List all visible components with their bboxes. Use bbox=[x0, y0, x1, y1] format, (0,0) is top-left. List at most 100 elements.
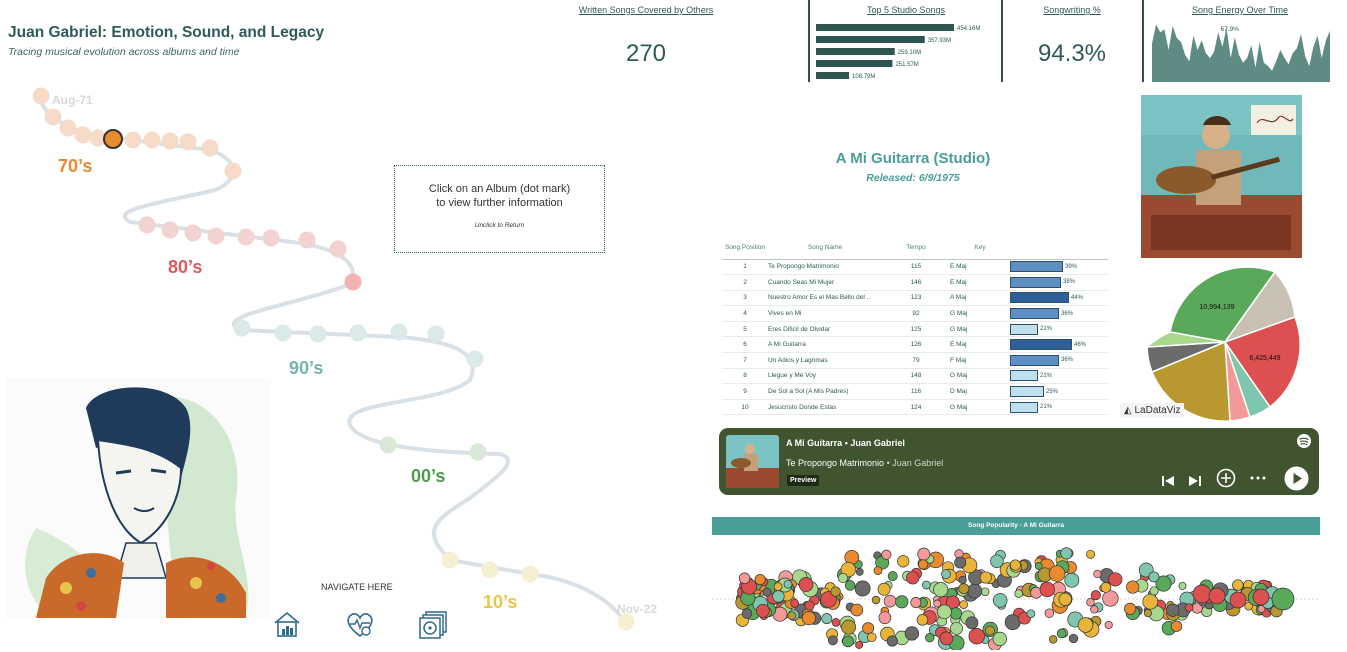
song-popularity-dot[interactable] bbox=[1166, 603, 1180, 617]
album-dot-selected[interactable] bbox=[103, 129, 123, 149]
energy-bar[interactable] bbox=[1010, 339, 1072, 351]
energy-bar[interactable] bbox=[1010, 308, 1059, 320]
song-popularity-dot[interactable] bbox=[1155, 575, 1172, 592]
song-popularity-dot[interactable] bbox=[1252, 588, 1270, 606]
previous-icon[interactable] bbox=[1161, 474, 1175, 488]
album-dot[interactable] bbox=[74, 126, 92, 144]
song-popularity-dot[interactable] bbox=[837, 572, 849, 584]
song-popularity-dot[interactable] bbox=[854, 580, 871, 597]
album-dot[interactable] bbox=[262, 229, 280, 247]
song-popularity-dot[interactable] bbox=[933, 599, 942, 608]
album-dot[interactable] bbox=[309, 325, 327, 343]
album-dot[interactable] bbox=[124, 131, 142, 149]
album-dot[interactable] bbox=[89, 129, 107, 147]
album-stack-icon[interactable] bbox=[418, 610, 448, 640]
player-track[interactable]: Te Propongo Matrimonio bbox=[786, 458, 885, 468]
song-popularity-dot[interactable] bbox=[1184, 603, 1194, 612]
energy-bar[interactable] bbox=[1010, 292, 1069, 304]
player-album-thumbnail[interactable] bbox=[726, 435, 779, 488]
song-popularity-dot[interactable] bbox=[1170, 620, 1183, 632]
song-popularity-dot[interactable] bbox=[842, 635, 854, 648]
album-dot[interactable] bbox=[521, 565, 539, 583]
song-popularity-dot[interactable] bbox=[821, 613, 833, 625]
song-popularity-dot[interactable] bbox=[1148, 571, 1160, 583]
album-dot[interactable] bbox=[469, 443, 487, 461]
song-popularity-dot[interactable] bbox=[883, 594, 897, 608]
energy-bar[interactable] bbox=[1010, 276, 1061, 288]
song-popularity-dot[interactable] bbox=[941, 569, 951, 580]
col-header-tempo[interactable]: Tempo bbox=[882, 237, 950, 260]
song-popularity-dot[interactable] bbox=[1102, 590, 1119, 607]
pie-slice[interactable] bbox=[1223, 316, 1301, 409]
song-popularity-dot[interactable] bbox=[918, 559, 929, 570]
song-popularity-dot[interactable] bbox=[855, 640, 864, 649]
song-popularity-dot[interactable] bbox=[967, 583, 983, 599]
song-popularity-dot[interactable] bbox=[949, 607, 963, 620]
song-popularity-dot[interactable] bbox=[1004, 614, 1021, 631]
table-row[interactable]: 2 Cuando Seas Mi Mujer 146 E Maj 38% bbox=[722, 274, 1108, 291]
song-popularity-dot[interactable] bbox=[906, 571, 920, 585]
album-dot[interactable] bbox=[349, 324, 367, 342]
album-dot[interactable] bbox=[224, 162, 242, 180]
song-popularity-dot[interactable] bbox=[801, 611, 816, 626]
song-popularity-dot[interactable] bbox=[1090, 590, 1101, 601]
song-popularity-dot[interactable] bbox=[1229, 591, 1247, 609]
song-popularity-dot[interactable] bbox=[992, 631, 1007, 647]
song-popularity-dot[interactable] bbox=[804, 600, 815, 611]
song-popularity-dot[interactable] bbox=[886, 635, 898, 647]
table-row[interactable]: 7 Un Adios y Lagrimas 79 F Maj 36% bbox=[722, 352, 1108, 369]
song-popularity-beeswarm[interactable] bbox=[712, 536, 1320, 650]
top5-bar[interactable] bbox=[816, 24, 954, 31]
song-popularity-dot[interactable] bbox=[1208, 587, 1226, 605]
kpi-top5-title[interactable]: Top 5 Studio Songs bbox=[866, 5, 946, 15]
song-popularity-dot[interactable] bbox=[741, 608, 753, 619]
album-dot[interactable] bbox=[237, 228, 255, 246]
album-dot[interactable] bbox=[329, 240, 347, 258]
album-dot[interactable] bbox=[427, 325, 445, 343]
song-popularity-dot[interactable] bbox=[895, 595, 909, 609]
pie-slice[interactable] bbox=[1144, 331, 1226, 348]
song-popularity-dot[interactable] bbox=[992, 593, 1008, 608]
kpi-covered-title[interactable]: Written Songs Covered by Others bbox=[578, 5, 714, 15]
song-popularity-dot[interactable] bbox=[790, 598, 800, 608]
album-dot[interactable] bbox=[207, 227, 225, 245]
energy-bar[interactable] bbox=[1010, 370, 1038, 382]
table-row[interactable]: 9 De Sol a Sol (A Mis Padres) 116 D Maj 25% bbox=[722, 383, 1108, 400]
album-dot[interactable] bbox=[466, 350, 484, 368]
album-dot[interactable] bbox=[44, 108, 62, 126]
song-popularity-dot[interactable] bbox=[968, 628, 985, 645]
song-popularity-dot[interactable] bbox=[1034, 562, 1043, 571]
song-popularity-dot[interactable] bbox=[1014, 589, 1023, 598]
song-popularity-dot[interactable] bbox=[787, 611, 797, 621]
song-popularity-dot[interactable] bbox=[878, 611, 892, 625]
album-dot[interactable] bbox=[233, 319, 251, 337]
song-popularity-dot[interactable] bbox=[980, 587, 990, 597]
col-header-song-name[interactable]: Song Name bbox=[768, 237, 882, 260]
song-popularity-dot[interactable] bbox=[1056, 628, 1067, 639]
album-dot[interactable] bbox=[441, 551, 459, 569]
album-dot[interactable] bbox=[184, 224, 202, 242]
brand-logo[interactable]: ◭ LaDataViz bbox=[1120, 403, 1185, 418]
song-popularity-dot[interactable] bbox=[867, 632, 877, 643]
popularity-pie-chart[interactable]: 10,994,139 6,425,449 bbox=[1140, 262, 1310, 422]
album-dot[interactable] bbox=[143, 131, 161, 149]
song-popularity-dot[interactable] bbox=[1104, 620, 1113, 629]
song-popularity-dot[interactable] bbox=[1100, 582, 1112, 593]
player-track-artist[interactable]: Juan Gabriel bbox=[892, 458, 944, 468]
song-popularity-dot[interactable] bbox=[939, 631, 954, 646]
spotify-icon[interactable] bbox=[1297, 434, 1311, 448]
energy-bar[interactable] bbox=[1010, 354, 1059, 366]
song-popularity-dot[interactable] bbox=[1048, 635, 1058, 644]
album-dot[interactable] bbox=[138, 216, 156, 234]
song-popularity-dot[interactable] bbox=[1064, 572, 1080, 588]
table-row[interactable]: 8 Llegue y Me Voy 148 G Maj 21% bbox=[722, 368, 1108, 385]
top5-bar[interactable] bbox=[816, 60, 893, 67]
song-popularity-dot[interactable] bbox=[1142, 593, 1159, 610]
energy-bar[interactable] bbox=[1010, 323, 1038, 335]
album-dot[interactable] bbox=[201, 139, 219, 157]
song-popularity-dot[interactable] bbox=[965, 616, 979, 630]
song-popularity-dot[interactable] bbox=[958, 575, 967, 585]
table-row[interactable]: 1 Te Propongo Matrimonio 115 E Maj 39% bbox=[722, 259, 1108, 276]
album-dot[interactable] bbox=[617, 613, 635, 631]
song-popularity-dot[interactable] bbox=[1257, 605, 1266, 613]
